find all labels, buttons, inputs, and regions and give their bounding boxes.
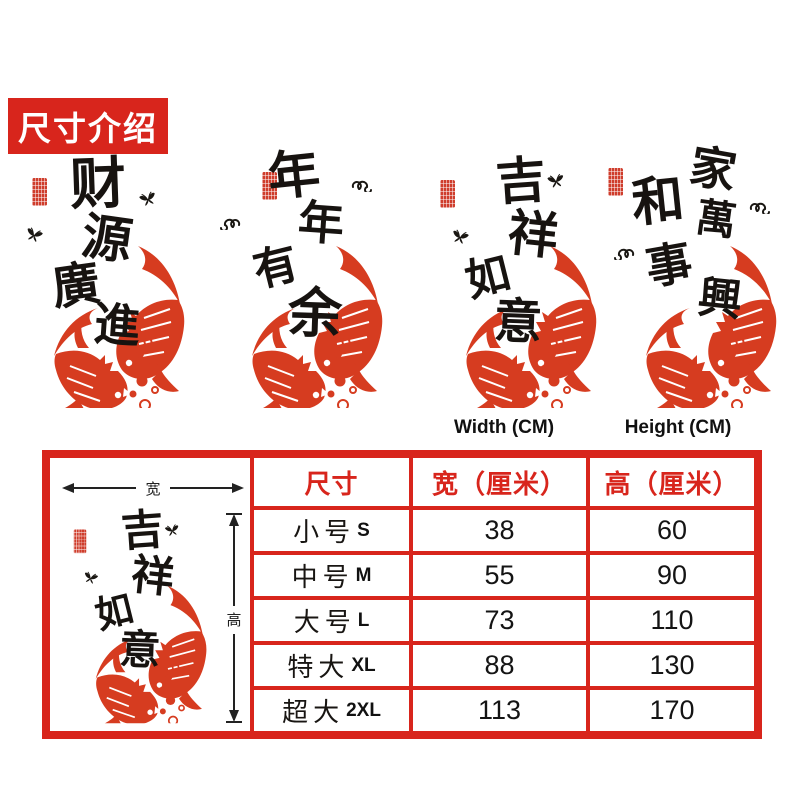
cloud-icon	[220, 218, 241, 230]
calligraphy-char: 祥	[505, 202, 561, 267]
size-name-cn: 大号	[293, 608, 356, 638]
size-intro-banner: 尺寸介绍	[8, 98, 168, 154]
table-row-size-name: 大号 L	[254, 600, 409, 641]
seal-stamp-icon	[32, 178, 47, 206]
height-value: 60	[590, 510, 754, 551]
column-header-size: 尺寸	[254, 458, 409, 506]
height-cm-label: Height (CM)	[624, 417, 732, 438]
width-value: 38	[413, 510, 586, 551]
cloud-icon	[614, 248, 635, 260]
koi-design-jixiang-ruyi: 吉 祥 如 意	[424, 149, 610, 408]
height-dim-label: 高	[226, 611, 241, 629]
table-row-size-name: 超大 2XL	[254, 690, 409, 731]
butterfly-icon	[546, 173, 566, 189]
dimension-arrows: 宽 高	[62, 480, 244, 723]
height-value: 110	[590, 600, 754, 641]
height-value: 130	[590, 645, 754, 686]
seal-stamp-icon	[73, 529, 87, 554]
koi-design-jiahe-wanshixing: 家 和 萬 事 興	[598, 138, 798, 408]
height-value: 170	[590, 690, 754, 731]
size-name-cn: 小号	[293, 518, 356, 548]
size-code: L	[357, 609, 370, 631]
koi-design-niannian-youyu: 年 年 有 余	[210, 142, 406, 408]
cloud-icon	[749, 202, 770, 214]
width-value: 88	[413, 645, 586, 686]
size-name-cn: 超大	[282, 698, 345, 728]
calligraphy-char: 财	[68, 150, 128, 218]
height-value: 90	[590, 555, 754, 596]
size-diagram-cell: 吉 祥 如 意 宽 高	[50, 458, 250, 731]
table-row-size-name: 特大 XL	[254, 645, 409, 686]
column-header-height: 高（厘米）	[590, 458, 754, 506]
width-value: 55	[413, 555, 586, 596]
seal-stamp-icon	[608, 168, 623, 196]
size-table: 吉 祥 如 意 宽 高 尺寸 宽（厘米） 高（厘米） 小号 S 38 60 中	[42, 450, 762, 739]
koi-design-caiyuan-guangjin: 财 源 廣 進	[12, 150, 208, 408]
width-cm-label: Width (CM)	[453, 417, 555, 438]
cloud-icon	[351, 180, 372, 192]
table-row-size-name: 中号 M	[254, 555, 409, 596]
koi-design-diagram: 吉 祥 如 意	[60, 503, 227, 724]
width-value: 73	[413, 600, 586, 641]
calligraphy-char: 意	[493, 293, 543, 351]
calligraphy-char: 興	[695, 271, 745, 328]
seal-stamp-icon	[440, 180, 455, 208]
calligraphy-char: 吉	[493, 149, 548, 212]
table-row-size-name: 小号 S	[254, 510, 409, 551]
size-code: 2XL	[346, 699, 381, 721]
size-code: XL	[351, 654, 376, 676]
calligraphy-char: 余	[286, 280, 344, 346]
column-header-width: 宽（厘米）	[413, 458, 586, 506]
size-code: S	[357, 519, 370, 541]
size-name-cn: 中号	[291, 563, 354, 593]
calligraphy-char: 進	[92, 296, 142, 354]
width-dim-label: 宽	[145, 480, 160, 498]
calligraphy-char: 和	[628, 168, 688, 235]
seal-stamp-icon	[262, 172, 277, 200]
size-code: M	[355, 564, 372, 586]
calligraphy-char: 家	[685, 138, 741, 200]
calligraphy-char: 事	[641, 234, 697, 296]
width-value: 113	[413, 690, 586, 731]
size-name-cn: 特大	[287, 653, 350, 683]
calligraphy-char: 年	[296, 194, 346, 252]
calligraphy-char: 萬	[692, 193, 740, 246]
